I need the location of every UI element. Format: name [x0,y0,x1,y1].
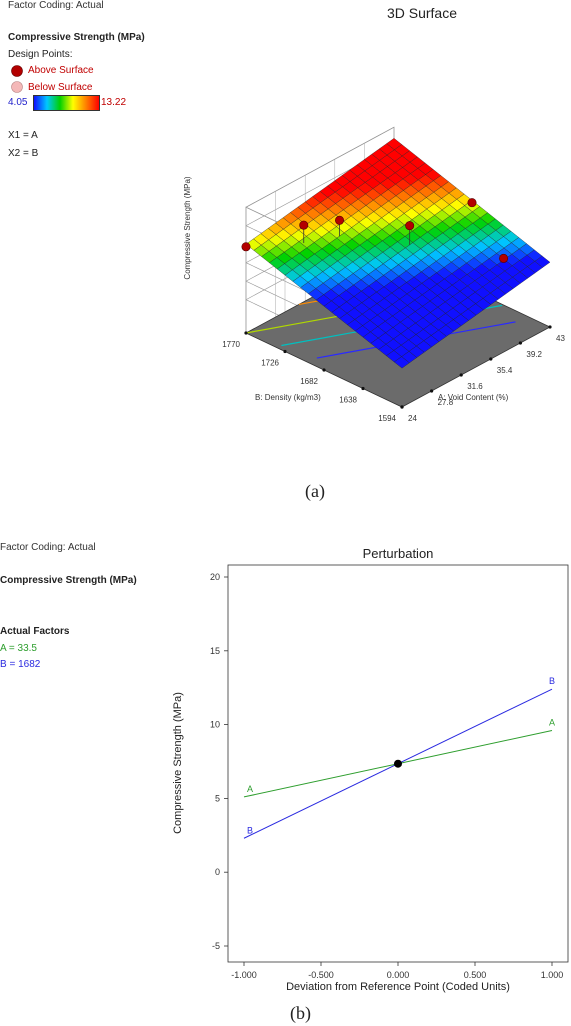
a-tick-label: 43 [556,334,565,343]
y-tick-label: 15 [210,646,220,656]
below-surface-marker-icon [11,81,23,93]
b-tick-label: 1638 [339,396,357,405]
color-scale-min: 4.05 [8,97,28,108]
color-scale-bar [33,95,100,111]
b-axis-tick [400,405,404,409]
reference-point [394,759,402,768]
design-point [405,221,415,231]
x-axis-label: Deviation from Reference Point (Coded Un… [286,981,510,993]
b-tick-label: 1770 [222,340,240,349]
response-name-b: Compressive Strength (MPa) [0,575,137,586]
response-surface [245,138,551,369]
below-surface-label: Below Surface [28,82,93,93]
above-surface-marker-icon [11,65,23,77]
actual-factors-label: Actual Factors [0,626,70,637]
b-axis-label: B: Density (kg/m3) [255,393,321,402]
b-axis-tick [322,368,326,372]
factor-b-value: B = 1682 [0,659,41,670]
x-tick-label: -1.000 [231,970,257,980]
x1-mapping: X1 = A [8,130,38,141]
b-axis-tick [283,349,287,354]
design-point [335,215,345,225]
x2-mapping: X2 = B [8,148,39,159]
b-tick-label: 1682 [300,377,318,386]
a-axis-tick [518,341,523,345]
factor-coding-b: Factor Coding: Actual [0,542,96,553]
a-axis-tick [548,325,552,329]
a-axis-tick [430,389,434,393]
b-axis-tick [244,331,248,335]
series-label-start-b: B [247,825,253,835]
design-point [499,253,509,263]
a-tick-label: 24 [408,414,417,423]
design-point [299,220,309,230]
a-tick-label: 31.6 [467,382,483,391]
surface-facet [393,356,410,369]
surface-3d-chart: 3D Surface-5051015202427.831.635.439.243… [183,5,565,423]
x-tick-label: 0.500 [464,970,487,980]
x-tick-label: 0.000 [387,970,410,980]
caption-a: (a) [305,481,325,501]
design-point [467,198,477,208]
series-label-end-a: A [549,718,555,728]
design-point [241,242,251,252]
x-tick-label: 1.000 [541,970,564,980]
b-axis-tick [361,386,365,391]
above-surface-label: Above Surface [28,65,94,76]
factor-coding-a: Factor Coding: Actual [8,0,104,11]
y-tick-label: 0 [215,867,220,877]
y-axis-label: Compressive Strength (MPa) [172,692,184,834]
series-label-end-b: B [549,676,555,686]
a-tick-label: 27.8 [438,398,454,407]
design-points-label: Design Points: [8,49,73,60]
y-tick-label: 5 [215,793,220,803]
a-axis-tick [459,373,463,377]
factor-a-value: A = 33.5 [0,643,37,654]
y-tick-label: -5 [212,941,220,951]
a-axis-label: A: Void Content (%) [438,393,509,402]
b-tick-label: 1594 [378,414,396,423]
chart-a-title: 3D Surface [387,5,457,21]
response-name-a: Compressive Strength (MPa) [8,32,145,43]
a-axis-tick [489,357,493,361]
z-axis-label: Compressive Strength (MPa) [183,176,192,279]
y-tick-label: 20 [210,572,220,582]
x-tick-label: -0.500 [308,970,334,980]
a-tick-label: 35.4 [497,366,513,375]
chart-b-title: Perturbation [363,546,434,561]
perturbation-chart: Perturbation -5 0 5 10 15 20 -1.000 -0.500 0.000 0… [172,546,569,993]
series-label-start-a: A [247,784,253,794]
caption-b: (b) [290,1003,311,1023]
a-tick-label: 39.2 [526,350,542,359]
color-scale-max: 13.22 [101,97,127,108]
y-tick-label: 10 [210,720,220,730]
b-tick-label: 1726 [261,359,279,368]
